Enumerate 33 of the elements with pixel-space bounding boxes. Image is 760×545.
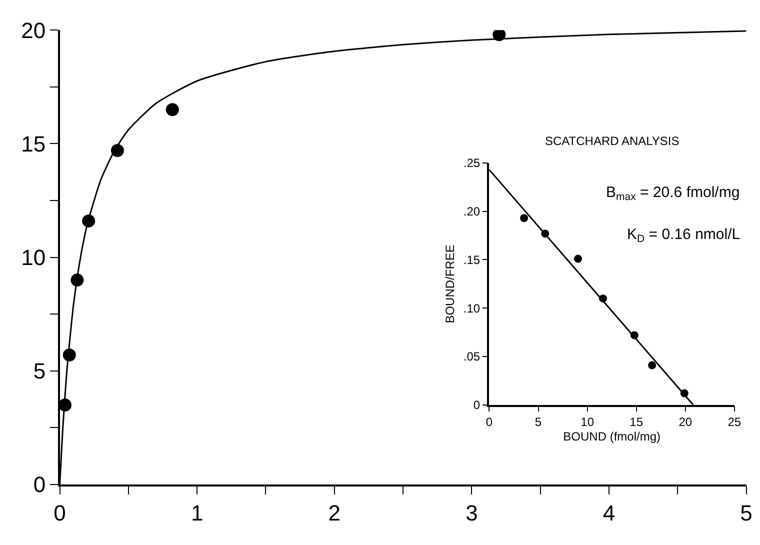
y-tick-label: 0: [33, 472, 46, 498]
annotation: K$_{D}$ = 0.16 nmol/L: [627, 226, 740, 246]
y-tick-label: 0: [473, 398, 480, 412]
y-tick-label: .15: [463, 252, 480, 267]
x-tick-label: 20: [678, 415, 692, 430]
point: [166, 103, 179, 116]
point: [648, 361, 656, 370]
y-tick-label: .10: [463, 301, 480, 316]
x-tick-label: 15: [630, 415, 644, 430]
x-tick-label: 2: [328, 500, 341, 526]
point: [574, 254, 582, 263]
x-tick-label: 25: [728, 415, 742, 430]
x-tick-label: 0: [54, 500, 66, 526]
y-tick-label: 15: [21, 131, 46, 156]
y-tick-label: 10: [21, 245, 46, 270]
chart-title: SCATCHARD ANALYSIS: [545, 134, 680, 148]
x-tick-label: 5: [740, 500, 752, 526]
y-tick-label: .20: [463, 204, 480, 219]
x-tick-label: 10: [580, 415, 594, 430]
x-axis-title: BOUND (fmol/mg): [563, 429, 660, 444]
x-tick-label: 4: [602, 500, 616, 526]
y-tick-label: 20: [21, 18, 46, 43]
x-tick-label: 5: [534, 415, 542, 430]
x-tick-label: 1: [190, 500, 204, 526]
y-tick-label: .05: [463, 350, 480, 364]
y-axis-title: BOUND/FREE: [443, 244, 458, 324]
annotation: B$_{max}$ = 20.6 fmol/mg: [606, 184, 740, 204]
y-tick-label: .25: [463, 156, 480, 170]
point: [520, 214, 528, 222]
y-tick-label: 5: [33, 358, 46, 384]
x-tick-label: 0: [486, 415, 493, 430]
x-tick-label: 3: [466, 500, 478, 526]
point: [492, 30, 506, 42]
